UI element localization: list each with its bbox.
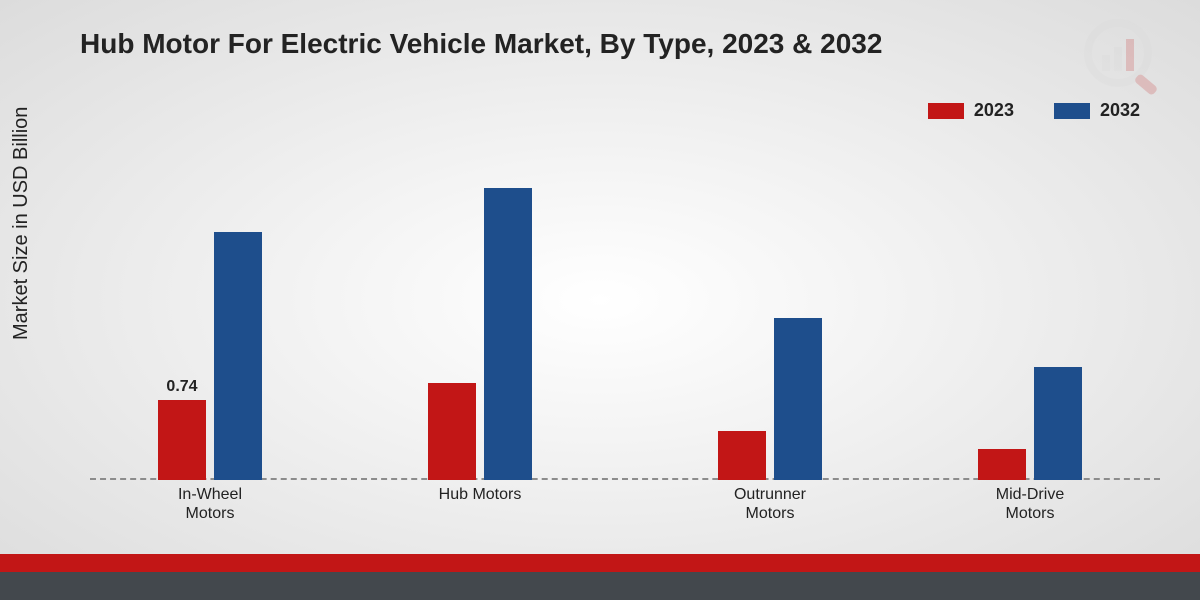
x-label-3: Mid-DriveMotors [940, 485, 1120, 523]
plot-area: 0.74 [90, 155, 1160, 480]
bar-2032-3 [1034, 367, 1082, 480]
chart-title: Hub Motor For Electric Vehicle Market, B… [80, 28, 882, 60]
bar-2032-0 [214, 232, 262, 480]
bar-2023-0 [158, 400, 206, 480]
bar-2023-3 [978, 449, 1026, 480]
footer-red-bar [0, 554, 1200, 572]
legend-item-2032: 2032 [1054, 100, 1140, 121]
y-axis-label: Market Size in USD Billion [10, 107, 33, 340]
legend-label-2032: 2032 [1100, 100, 1140, 121]
x-label-2: OutrunnerMotors [680, 485, 860, 523]
legend-swatch-2023 [928, 103, 964, 119]
x-label-1: Hub Motors [390, 485, 570, 504]
bar-2023-1 [428, 383, 476, 480]
legend-swatch-2032 [1054, 103, 1090, 119]
footer-grey-bar [0, 572, 1200, 600]
legend-label-2023: 2023 [974, 100, 1014, 121]
legend: 2023 2032 [928, 100, 1140, 121]
legend-item-2023: 2023 [928, 100, 1014, 121]
footer-bars [0, 554, 1200, 600]
bar-2032-1 [484, 188, 532, 480]
watermark-logo-icon [1070, 15, 1170, 95]
x-label-0: In-WheelMotors [120, 485, 300, 523]
value-label-0-0: 0.74 [152, 378, 212, 396]
bar-2032-2 [774, 318, 822, 480]
chart-canvas: Hub Motor For Electric Vehicle Market, B… [0, 0, 1200, 600]
bar-2023-2 [718, 431, 766, 480]
